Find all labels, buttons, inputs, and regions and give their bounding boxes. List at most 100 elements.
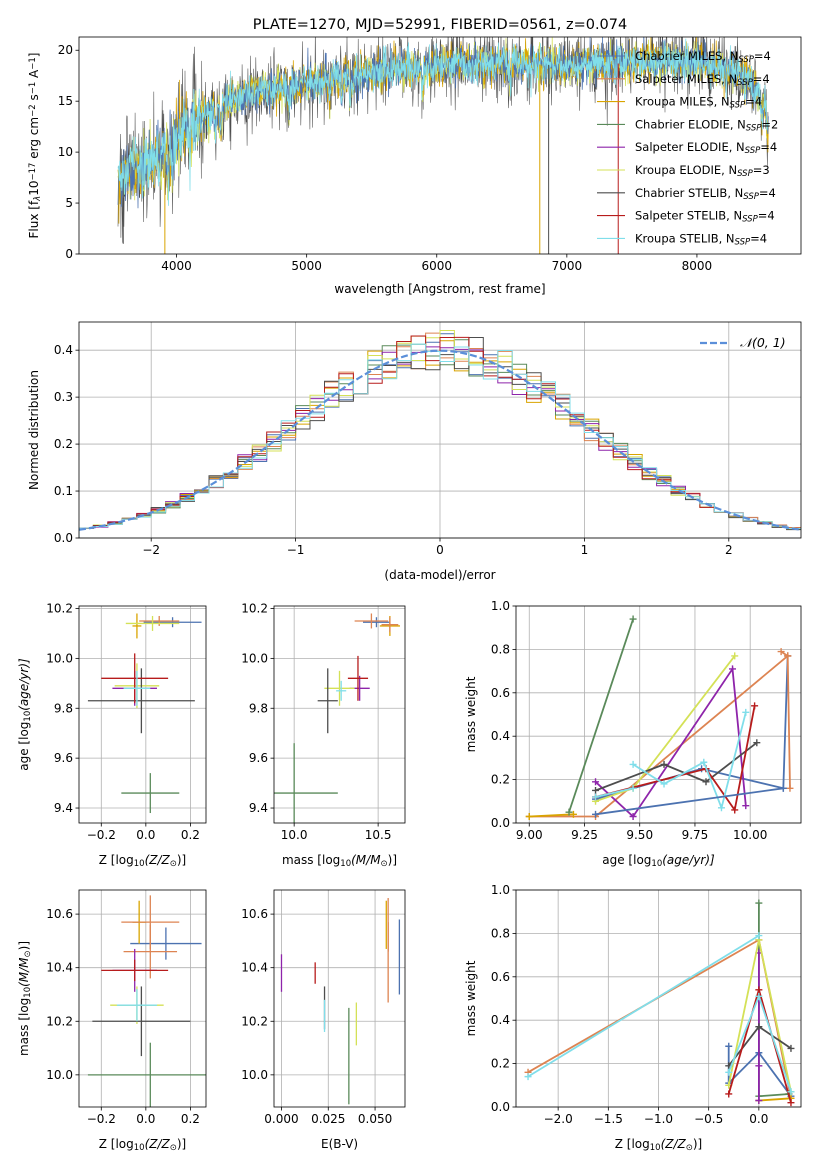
- mass_vs_ebv-ytick-label: 10.4: [241, 961, 268, 975]
- age_vs_mass-xlabel-part: mass [log: [282, 853, 340, 867]
- legend-label-part: =4: [745, 95, 762, 109]
- mass_weight_vs_Z-marker-salpeter_elodie: [755, 1062, 763, 1070]
- age_vs_Z-ylabel-part: age [log: [17, 722, 31, 771]
- age_vs_mass-ytick-label: 9.6: [249, 751, 268, 765]
- age_vs_Z-ytick-label: 9.8: [54, 701, 73, 715]
- spectrum-grid: 4000 5000 6000 7000 8000 0 5 10 15 20: [58, 43, 712, 273]
- legend-label: Kroupa STELIB, NSSP=4: [635, 231, 767, 247]
- mass_weight_vs_Z-xtick-label: −0.5: [694, 1112, 723, 1126]
- legend-label-part: Kroupa ELODIE, N: [635, 163, 737, 177]
- legend-label: Salpeter ELODIE, NSSP=4: [635, 140, 777, 156]
- spectrum-ytick-label: 5: [65, 196, 73, 210]
- mass_vs_ebv-frame: [273, 889, 406, 1108]
- mass_weight_vs_age-marker-salpeter_miles: [786, 784, 794, 792]
- spectrum-frame: [78, 36, 802, 255]
- mass_weight_vs_age-marker-chabrier_elodie: [565, 808, 573, 816]
- residuals-ylabel: Normed distribution: [27, 370, 41, 490]
- residuals-xlabel: (data-model)/error: [384, 568, 495, 582]
- age_vs_Z-xtick-label: 0.0: [136, 828, 155, 842]
- spectrum-ylabel-part: −2: [28, 104, 38, 117]
- mass_weight_vs_age-marker-salpeter_elodie: [592, 778, 600, 786]
- spectrum-xtick-label: 6000: [421, 259, 452, 273]
- residuals-ytick-label: 0.2: [54, 437, 73, 451]
- spectrum-xtick-label: 5000: [291, 259, 322, 273]
- legend-label-part: =4: [759, 186, 776, 200]
- mass_weight_vs_Z-marker-kroupa_stelib: [725, 1068, 733, 1076]
- mass_weight_vs_age-marker-kroupa_stelib: [592, 793, 600, 801]
- legend-label-part: Kroupa MILES, N: [635, 95, 730, 109]
- spectrum-ylabel-part: A: [27, 69, 41, 82]
- age_vs_mass-xtick-label: 10.0: [281, 828, 308, 842]
- gaussian-curve: [79, 349, 801, 531]
- mass_vs_ebv-xlabel: E(B-V): [321, 1137, 358, 1151]
- spectrum-xtick-label: 4000: [161, 259, 192, 273]
- mass_weight_vs_age-marker-salpeter_elodie: [742, 802, 750, 810]
- mass_vs_Z-ytick-label: 10.6: [46, 907, 73, 921]
- mass_vs_Z-xlabel-part: 10: [134, 1143, 145, 1153]
- legend-label-part: =4: [750, 231, 767, 245]
- mass_vs_Z-xlabel-part: )]: [177, 1137, 186, 1151]
- mass_vs_ebv-ytick-label: 10.2: [241, 1014, 268, 1028]
- mass_weight_vs_age-ytick-label: 0.6: [491, 686, 510, 700]
- mass_weight_vs_age-marker-kroupa_stelib: [629, 760, 637, 768]
- spectrum-ylabel-part: λ: [33, 196, 43, 202]
- age_vs_mass-ytick-label: 10.0: [241, 651, 268, 665]
- residuals-grid: −2 −1 0 1 2 0.0 0.1 0.2 0.3 0.4: [54, 322, 801, 557]
- mass_vs_ebv-ytick-label: 10.0: [241, 1068, 268, 1082]
- mass_vs_Z-axes: −0.2 0.0 0.2 10.0 10.2 10.4 10.6: [46, 889, 207, 1126]
- mass_vs_ebv-grid: 0.000 0.025 0.050 10.0 10.2 10.4 10.6: [241, 890, 405, 1126]
- mass_weight_vs_Z-line-salpeter_miles: [527, 938, 792, 1099]
- residuals-ytick-label: 0.0: [54, 531, 73, 545]
- age_vs_Z-ylabel: age [log10(age/yr)]: [17, 658, 33, 771]
- age_vs_mass-frame: [273, 605, 406, 824]
- legend-label-part: =4: [760, 140, 777, 154]
- mass_weight_vs_age-marker-kroupa_stelib: [700, 758, 708, 766]
- legend-label: Chabrier MILES, NSSP=4: [635, 49, 771, 65]
- mass_vs_Z-frame: [78, 889, 207, 1108]
- spectrum-xtick-label: 8000: [682, 259, 713, 273]
- spectrum-axes: 4000 5000 6000 7000 8000 0 5 10 15 20: [58, 36, 802, 273]
- spectrum-title: PLATE=1270, MJD=52991, FIBERID=0561, z=0…: [253, 17, 627, 33]
- mass_weight_vs_age-marker-kroupa_stelib: [717, 804, 725, 812]
- age_vs_Z-ytick-label: 10.0: [46, 651, 73, 665]
- mass_weight_vs_Z-xtick-label: −1.5: [594, 1112, 623, 1126]
- age_vs_Z-ytick-label: 9.6: [54, 751, 73, 765]
- residuals-ytick-label: 0.1: [54, 484, 73, 498]
- mass_weight_vs_age-line-salpeter_miles: [529, 654, 791, 818]
- legend-label: Salpeter MILES, NSSP=4: [635, 72, 770, 88]
- mass_weight_vs_age-line-chabrier_elodie: [568, 618, 634, 813]
- mass_weight_vs_age-marker-chabrier_stelib: [702, 778, 710, 786]
- spectrum-ylabel-part: Flux [f: [27, 200, 41, 238]
- spectrum-ytick-label: 20: [58, 43, 73, 57]
- mass_vs_Z-xlabel-part: ⊙: [170, 1143, 177, 1153]
- mass_weight_vs_age-marker-salpeter_stelib: [751, 702, 759, 710]
- mass_weight_vs_Z-frame: [515, 889, 802, 1108]
- legend-label-part: Chabrier STELIB, N: [635, 186, 743, 200]
- mass_weight_vs_age-ytick-label: 0.0: [491, 816, 510, 830]
- mass_weight_vs_Z-marker-salpeter_elodie: [755, 1096, 763, 1104]
- mass_weight_vs_age-marker-salpeter_miles: [784, 652, 792, 660]
- legend-label-part: =4: [753, 72, 770, 86]
- mass_vs_Z-ylabel-part: mass [log: [17, 998, 31, 1056]
- age_vs_Z-xlabel: Z [log10(Z/Z⊙)]: [99, 853, 187, 869]
- mass_weight_vs_Z-xlabel-part: 10: [650, 1143, 661, 1153]
- mass_weight_vs_age-xtick-label: 10.00: [733, 828, 767, 842]
- mass_weight_vs_Z-axes: −2.0 −1.5 −1.0 −0.5 0.0 0.0 0.2 0.4 0.6 0.8 1.0: [491, 883, 802, 1126]
- mass_weight_vs_age-frame: [515, 605, 802, 824]
- legend-label-part: Salpeter ELODIE, N: [635, 140, 745, 154]
- age_vs_Z-xlabel-part: (Z/Z: [145, 853, 171, 867]
- legend-label-part: Chabrier ELODIE, N: [635, 117, 746, 131]
- age_vs_Z-axes: −0.2 0.0 0.2 9.4 9.6 9.8 10.0 10.2: [46, 601, 207, 842]
- legend-label-part: SSP: [738, 55, 754, 65]
- mass_vs_Z-grid: −0.2 0.0 0.2 10.0 10.2 10.4 10.6: [46, 890, 206, 1126]
- mass_weight_vs_age-marker-kroupa_miles: [525, 812, 533, 820]
- mass_weight_vs_Z-ytick-label: 0.6: [491, 970, 510, 984]
- mass_vs_Z-xtick-label: 0.2: [181, 1112, 200, 1126]
- legend-label: Salpeter STELIB, NSSP=4: [635, 209, 775, 225]
- mass_weight_vs_age-marker-salpeter_stelib: [731, 806, 739, 814]
- legend-label-part: =4: [758, 209, 775, 223]
- legend-label-part: =3: [753, 163, 770, 177]
- mass_weight_vs_age-ytick-label: 0.2: [491, 773, 510, 787]
- mass_weight_vs_age-marker-chabrier_stelib: [592, 786, 600, 794]
- legend-label-part: =2: [761, 117, 778, 131]
